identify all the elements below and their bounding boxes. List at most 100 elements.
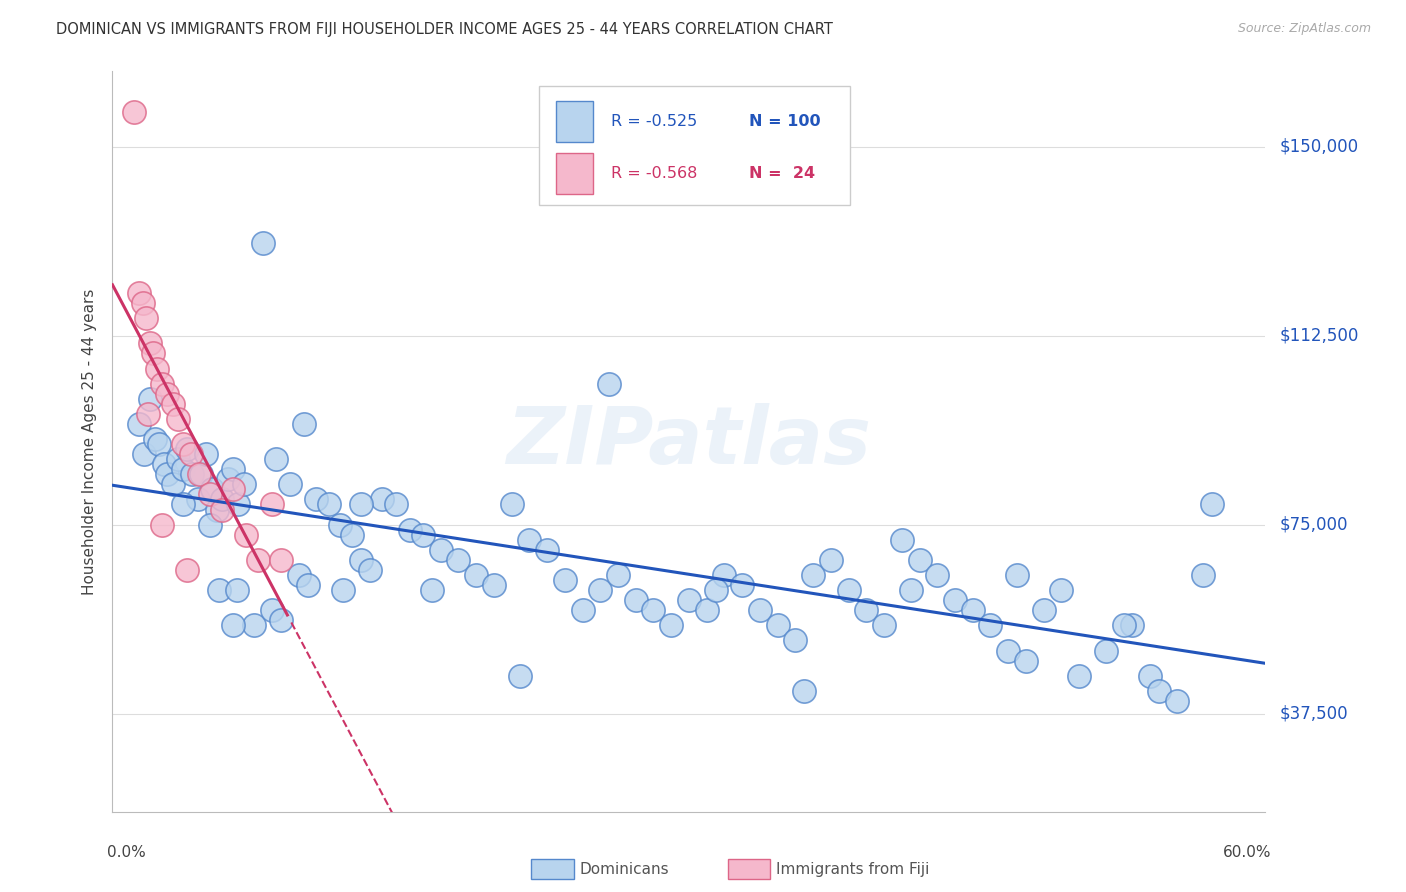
- Text: R = -0.568: R = -0.568: [610, 166, 697, 181]
- Point: [517, 533, 540, 547]
- Point: [1139, 669, 1161, 683]
- Point: [748, 603, 770, 617]
- Text: ZIPatlas: ZIPatlas: [506, 402, 872, 481]
- Point: [793, 683, 815, 698]
- Point: [235, 527, 257, 541]
- Bar: [557, 153, 593, 194]
- Text: Dominicans: Dominicans: [579, 863, 669, 877]
- Point: [138, 336, 160, 351]
- Point: [1050, 583, 1073, 598]
- Point: [1015, 654, 1038, 668]
- Point: [328, 517, 350, 532]
- Text: $112,500: $112,500: [1279, 326, 1358, 345]
- Point: [211, 502, 233, 516]
- Point: [318, 498, 340, 512]
- Point: [187, 492, 209, 507]
- Point: [447, 553, 470, 567]
- Point: [198, 517, 221, 532]
- Point: [908, 553, 931, 567]
- Point: [371, 492, 394, 507]
- Point: [607, 568, 630, 582]
- Point: [180, 447, 202, 461]
- Point: [176, 563, 198, 577]
- Point: [785, 633, 807, 648]
- Point: [350, 498, 373, 512]
- Point: [162, 397, 184, 411]
- Point: [172, 437, 194, 451]
- Point: [678, 593, 700, 607]
- Point: [264, 452, 287, 467]
- Point: [962, 603, 984, 617]
- Point: [195, 447, 218, 461]
- Point: [142, 346, 165, 360]
- Point: [501, 498, 523, 512]
- Text: R = -0.525: R = -0.525: [610, 114, 697, 128]
- Point: [167, 412, 190, 426]
- Point: [156, 386, 179, 401]
- Point: [262, 498, 284, 512]
- Point: [385, 498, 408, 512]
- Point: [246, 553, 269, 567]
- Point: [350, 553, 373, 567]
- Point: [509, 669, 531, 683]
- Point: [890, 533, 912, 547]
- Point: [150, 517, 173, 532]
- Point: [128, 285, 150, 300]
- Point: [900, 583, 922, 598]
- Point: [153, 457, 176, 471]
- Point: [252, 235, 274, 250]
- Point: [429, 542, 451, 557]
- Text: N =  24: N = 24: [749, 166, 815, 181]
- Point: [162, 477, 184, 491]
- Point: [287, 568, 309, 582]
- Point: [838, 583, 860, 598]
- Point: [135, 311, 157, 326]
- Point: [482, 578, 505, 592]
- Point: [536, 542, 558, 557]
- Point: [943, 593, 966, 607]
- Point: [820, 553, 842, 567]
- Point: [696, 603, 718, 617]
- Point: [131, 296, 153, 310]
- Point: [624, 593, 647, 607]
- Point: [176, 442, 198, 456]
- Point: [292, 417, 315, 431]
- Point: [659, 618, 682, 632]
- Point: [412, 527, 434, 541]
- Point: [262, 603, 284, 617]
- Point: [1005, 568, 1028, 582]
- Y-axis label: Householder Income Ages 25 - 44 years: Householder Income Ages 25 - 44 years: [82, 288, 97, 595]
- Point: [138, 392, 160, 406]
- Point: [465, 568, 488, 582]
- Point: [222, 483, 245, 497]
- Point: [873, 618, 896, 632]
- Point: [190, 467, 212, 482]
- Point: [150, 376, 173, 391]
- Text: Immigrants from Fiji: Immigrants from Fiji: [776, 863, 929, 877]
- Point: [181, 467, 204, 482]
- Point: [979, 618, 1001, 632]
- Point: [156, 467, 179, 482]
- Text: 0.0%: 0.0%: [107, 845, 145, 860]
- Point: [359, 563, 381, 577]
- Point: [188, 467, 211, 482]
- Point: [148, 437, 170, 451]
- Point: [278, 477, 301, 491]
- Point: [589, 583, 612, 598]
- Point: [172, 462, 194, 476]
- Point: [420, 583, 443, 598]
- Text: DOMINICAN VS IMMIGRANTS FROM FIJI HOUSEHOLDER INCOME AGES 25 - 44 YEARS CORRELAT: DOMINICAN VS IMMIGRANTS FROM FIJI HOUSEH…: [56, 22, 834, 37]
- Point: [167, 452, 190, 467]
- Point: [1166, 694, 1188, 708]
- Point: [399, 523, 422, 537]
- Point: [217, 472, 239, 486]
- Point: [1069, 669, 1091, 683]
- Point: [232, 477, 254, 491]
- Point: [1094, 643, 1116, 657]
- Point: [122, 104, 145, 119]
- Point: [305, 492, 328, 507]
- Point: [332, 583, 354, 598]
- Point: [297, 578, 319, 592]
- Point: [340, 527, 363, 541]
- Point: [704, 583, 727, 598]
